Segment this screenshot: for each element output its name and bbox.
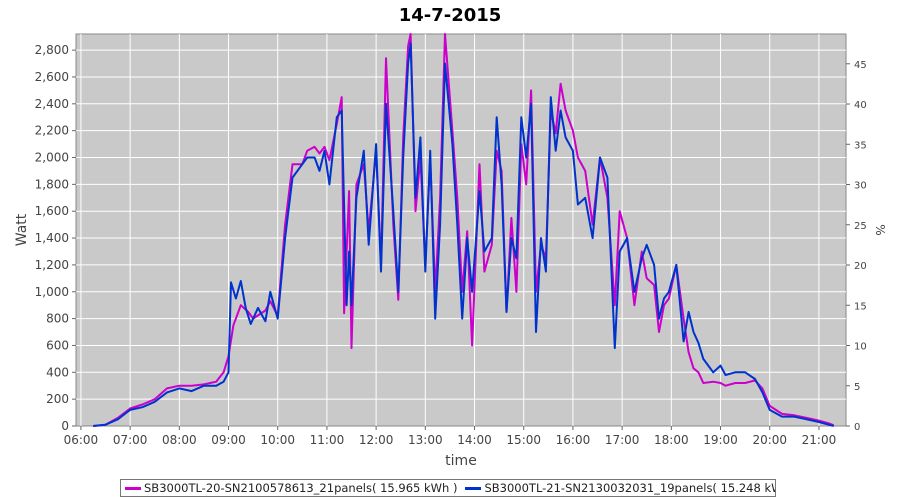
y-tick-label: 800 [46,312,69,326]
y2-tick-label: 40 [854,100,867,111]
y2-tick-label: 10 [854,342,867,353]
x-tick-label: 16:00 [556,433,591,447]
x-tick-label: 21:00 [802,433,837,447]
x-tick-label: 06:00 [64,433,99,447]
x-tick-label: 09:00 [211,433,246,447]
x-tick-label: 15:00 [506,433,541,447]
x-tick-label: 13:00 [408,433,443,447]
y2-tick-label: 30 [854,181,867,192]
x-tick-label: 19:00 [703,433,738,447]
grid-lines [76,34,846,426]
legend-swatch-series-1 [125,486,141,490]
y-tick-label: 600 [46,338,69,352]
y-tick-label: 2,000 [35,151,69,165]
y-tick-label: 0 [61,419,69,433]
y2-axis-ticks: 0 5 10 15 20 25 30 35 40 45 [846,60,867,433]
y2-tick-label: 15 [854,301,867,312]
x-tick-label: 20:00 [752,433,787,447]
y-tick-label: 2,800 [35,43,69,57]
series-line-2 [93,42,834,427]
x-tick-label: 14:00 [457,433,492,447]
x-axis-label: time [445,453,477,469]
legend-item-series-1: SB3000TL-20-SN2100578613_21panels( 15.96… [125,481,457,495]
y-axis-label: Watt [14,213,30,246]
y2-tick-label: 25 [854,221,867,232]
legend-label-series-1: SB3000TL-20-SN2100578613_21panels( 15.96… [144,481,458,495]
x-axis-ticks: 06:00 07:00 08:00 09:00 10:00 11:00 12:00 13:00… [64,426,837,447]
series-line-1 [93,33,835,427]
x-tick-label: 08:00 [162,433,197,447]
y2-tick-label: 45 [854,60,867,71]
y-tick-label: 400 [46,365,69,379]
y-tick-label: 2,200 [35,124,69,138]
x-tick-label: 17:00 [605,433,640,447]
y-tick-label: 1,200 [35,258,69,272]
y2-tick-label: 20 [854,261,867,272]
y-tick-label: 1,400 [35,231,69,245]
x-tick-label: 11:00 [310,433,345,447]
y2-tick-label: 35 [854,140,867,151]
y-tick-label: 2,600 [35,70,69,84]
legend-label-series-2: SB3000TL-21-SN2130032031_19panels( 15.24… [484,481,776,495]
x-tick-label: 12:00 [359,433,394,447]
chart-title: 14-7-2015 [399,5,502,26]
series-layer [93,33,835,427]
legend-swatch-series-2 [465,486,482,490]
y-tick-label: 1,000 [35,285,69,299]
y-tick-label: 200 [46,392,69,406]
y-tick-label: 2,400 [35,97,69,111]
x-tick-label: 18:00 [654,433,689,447]
y2-tick-label: 5 [854,382,860,393]
y-tick-label: 1,600 [35,204,69,218]
x-tick-label: 07:00 [113,433,148,447]
y-tick-label: 1,800 [35,177,69,191]
legend-item-series-2: SB3000TL-21-SN2130032031_19panels( 15.24… [465,481,776,495]
y-axis-ticks: 0 200 400 600 800 1,000 1,200 1,400 1,600 1,800 2,… [35,43,76,433]
plot-area [75,33,847,427]
x-tick-label: 10:00 [260,433,295,447]
y2-axis-label: % [873,224,887,235]
legend: SB3000TL-20-SN2100578613_21panels( 15.96… [120,479,776,497]
y2-tick-label: 0 [854,422,860,433]
